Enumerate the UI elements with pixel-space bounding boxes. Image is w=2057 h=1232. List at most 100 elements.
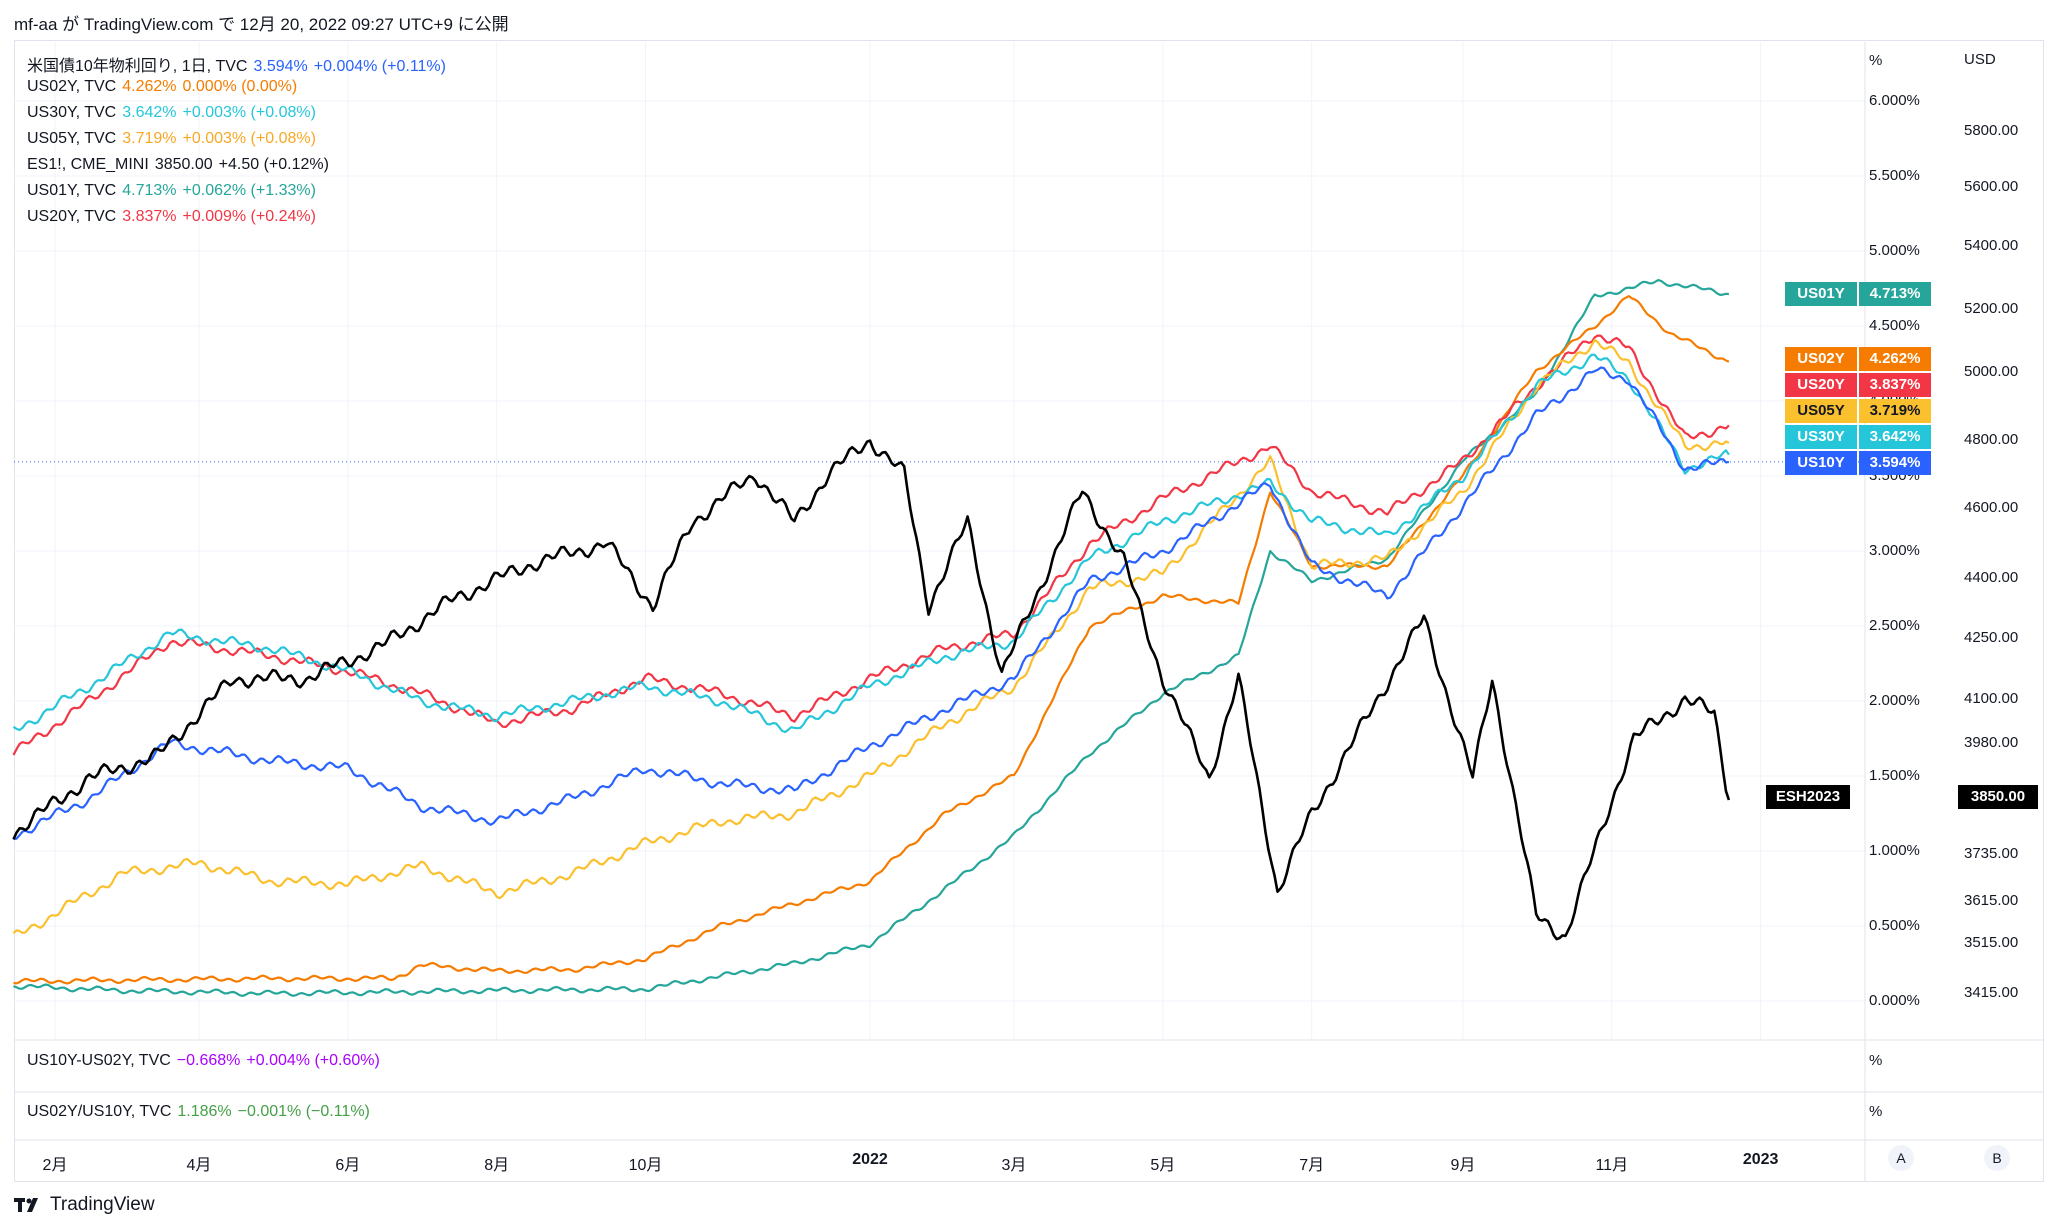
badge-us20y-value: 3.837% xyxy=(1859,373,1931,397)
left-axis-unit: % xyxy=(1869,52,1883,69)
legend-change: +0.004% (+0.11%) xyxy=(313,58,446,75)
badge-esh2023-value: 3850.00 xyxy=(1958,785,2038,809)
left-axis-tick: 1.000% xyxy=(1869,842,1920,859)
legend-name: ES1!, CME_MINI xyxy=(27,156,149,173)
time-axis-label: 6月 xyxy=(335,1157,361,1174)
pane3-name: US02Y/US10Y, TVC xyxy=(27,1103,172,1120)
pane3-legend[interactable]: US02Y/US10Y, TVC 1.186% −0.001% (−0.11%) xyxy=(27,1103,376,1121)
legend-row-us05y[interactable]: US05Y, TVC 3.719% +0.003% (+0.08%) xyxy=(27,130,322,148)
legend-row-us10y[interactable]: 米国債10年物利回り, 1日, TVC 3.594% +0.004% (+0.11%… xyxy=(27,52,452,76)
badge-us10y-label: US10Y xyxy=(1785,451,1857,475)
pane3-change: −0.001% (−0.11%) xyxy=(237,1103,370,1120)
legend-value: 3850.00 xyxy=(154,156,213,173)
left-axis-tick: 0.500% xyxy=(1869,917,1920,934)
right-axis-unit: USD xyxy=(1964,51,1996,68)
right-axis-tick: 3980.00 xyxy=(1964,734,2019,751)
right-axis-tick: 5200.00 xyxy=(1964,300,2019,317)
left-axis-tick: 4.500% xyxy=(1869,317,1920,334)
legend-row-us20y[interactable]: US20Y, TVC 3.837% +0.009% (+0.24%) xyxy=(27,208,322,226)
series-line-us01y[interactable] xyxy=(13,279,1729,998)
badge-us01y-value: 4.713% xyxy=(1859,282,1931,306)
left-axis-tick: 5.000% xyxy=(1869,242,1920,259)
legend-name: US30Y, TVC xyxy=(27,104,117,121)
left-axis-tick: 2.000% xyxy=(1869,692,1920,709)
time-axis-label: 7月 xyxy=(1299,1157,1325,1174)
publish-header: mf-aa が TradingView.com で 12月 20, 2022 0… xyxy=(14,15,509,34)
legend-value: 4.713% xyxy=(122,182,177,199)
badge-esh2023-label: ESH2023 xyxy=(1766,785,1850,809)
series-line-esh2023[interactable] xyxy=(12,439,1731,941)
right-axis-tick: 5600.00 xyxy=(1964,178,2019,195)
auto-scale-button[interactable]: A xyxy=(1888,1145,1914,1171)
legend-value: 3.594% xyxy=(253,58,308,75)
series-line-us05y[interactable] xyxy=(12,338,1730,934)
legend-name: 米国債10年物利回り, 1日, TVC xyxy=(27,58,248,75)
time-axis-label: 10月 xyxy=(628,1157,663,1174)
right-axis-tick: 3735.00 xyxy=(1964,845,2019,862)
tradingview-logo-icon xyxy=(14,1198,38,1212)
pane3-unit: % xyxy=(1869,1103,1883,1120)
series-line-us20y[interactable] xyxy=(12,334,1730,756)
time-axis-label: 3月 xyxy=(1001,1157,1027,1174)
badge-us01y-label: US01Y xyxy=(1785,282,1857,306)
time-axis-label: 11月 xyxy=(1595,1157,1629,1174)
scale-options-button[interactable]: B xyxy=(1984,1145,2010,1171)
legend-change: +4.50 (+0.12%) xyxy=(218,156,329,173)
legend-value: 3.837% xyxy=(122,208,177,225)
right-axis-tick: 4600.00 xyxy=(1964,499,2019,516)
badge-us02y-value: 4.262% xyxy=(1859,347,1931,371)
left-axis-tick: 2.500% xyxy=(1869,617,1920,634)
tradingview-logo[interactable]: TradingView xyxy=(14,1194,155,1216)
right-axis-tick: 4400.00 xyxy=(1964,569,2019,586)
pane2-legend[interactable]: US10Y-US02Y, TVC −0.668% +0.004% (+0.60%) xyxy=(27,1052,386,1070)
legend-value: 3.642% xyxy=(122,104,177,121)
series-line-us02y[interactable] xyxy=(13,295,1730,985)
badge-us02y-label: US02Y xyxy=(1785,347,1857,371)
series-line-us10y[interactable] xyxy=(13,366,1730,841)
legend-change: +0.009% (+0.24%) xyxy=(182,208,316,225)
right-axis-tick: 5800.00 xyxy=(1964,122,2019,139)
legend-change: +0.003% (+0.08%) xyxy=(182,130,316,147)
footer-brand: TradingView xyxy=(50,1194,155,1215)
legend-change: 0.000% (0.00%) xyxy=(182,78,298,95)
legend-value: 4.262% xyxy=(122,78,177,95)
time-axis-label: 9月 xyxy=(1450,1157,1476,1174)
time-axis-label: 2023 xyxy=(1742,1151,1779,1168)
time-axis-label: 4月 xyxy=(186,1157,212,1174)
badge-us10y-value: 3.594% xyxy=(1859,451,1931,475)
right-axis-tick: 5000.00 xyxy=(1964,363,2019,380)
pane2-change: +0.004% (+0.60%) xyxy=(246,1052,380,1069)
legend-name: US20Y, TVC xyxy=(27,208,117,225)
legend-change: +0.062% (+1.33%) xyxy=(182,182,316,199)
badge-us30y-label: US30Y xyxy=(1785,425,1857,449)
legend-row-us02y[interactable]: US02Y, TVC 4.262% 0.000% (0.00%) xyxy=(27,78,303,96)
legend-row-es1[interactable]: ES1!, CME_MINI 3850.00 +4.50 (+0.12%) xyxy=(27,156,335,174)
pane2-value: −0.668% xyxy=(176,1052,241,1069)
badge-us05y-value: 3.719% xyxy=(1859,399,1931,423)
legend-row-us01y[interactable]: US01Y, TVC 4.713% +0.062% (+1.33%) xyxy=(27,182,322,200)
legend-row-us30y[interactable]: US30Y, TVC 3.642% +0.003% (+0.08%) xyxy=(27,104,322,122)
time-axis-label: 2月 xyxy=(42,1157,68,1174)
pane3-value: 1.186% xyxy=(177,1103,232,1120)
left-axis-tick: 1.500% xyxy=(1869,767,1920,784)
right-axis-tick: 3415.00 xyxy=(1964,984,2019,1001)
badge-us05y-label: US05Y xyxy=(1785,399,1857,423)
right-axis-tick: 4100.00 xyxy=(1964,690,2019,707)
chart-frame xyxy=(14,40,2044,1182)
right-axis-tick: 4800.00 xyxy=(1964,431,2019,448)
pane2-name: US10Y-US02Y, TVC xyxy=(27,1052,171,1069)
pane2-unit: % xyxy=(1869,1052,1883,1069)
right-axis-tick: 3515.00 xyxy=(1964,934,2019,951)
series-line-us30y[interactable] xyxy=(12,353,1730,734)
badge-us20y-label: US20Y xyxy=(1785,373,1857,397)
badge-us30y-value: 3.642% xyxy=(1859,425,1931,449)
right-axis-tick: 4250.00 xyxy=(1964,629,2019,646)
left-axis-tick: 3.000% xyxy=(1869,542,1920,559)
legend-name: US02Y, TVC xyxy=(27,78,117,95)
legend-name: US01Y, TVC xyxy=(27,182,117,199)
right-axis-tick: 5400.00 xyxy=(1964,237,2019,254)
time-axis-label: 8月 xyxy=(484,1157,510,1174)
left-axis-tick: 0.000% xyxy=(1869,992,1920,1009)
time-axis-label: 2022 xyxy=(852,1151,888,1168)
